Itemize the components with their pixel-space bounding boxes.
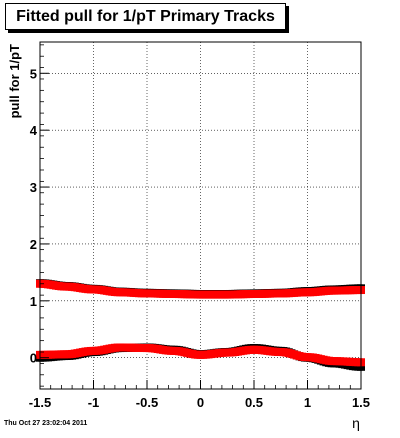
- chart-series: [36, 279, 365, 371]
- series-mean-red: [36, 343, 365, 367]
- x-tick-label: -1.5: [29, 395, 51, 410]
- y-tick-label: 1: [30, 294, 37, 309]
- y-tick-label: 2: [30, 237, 37, 252]
- y-tick-label: 0: [30, 351, 37, 366]
- x-tick-label: 0.5: [245, 395, 263, 410]
- x-tick-label: 0: [197, 395, 204, 410]
- x-axis-label: η: [352, 415, 360, 431]
- chart-grid: [40, 42, 361, 389]
- x-tick-label: 1.5: [352, 395, 370, 410]
- y-tick-label: 5: [30, 66, 37, 81]
- x-tick-label: -0.5: [136, 395, 158, 410]
- y-tick-label: 3: [30, 180, 37, 195]
- timestamp: Thu Oct 27 23:02:04 2011: [4, 420, 88, 427]
- y-tick-label: 4: [30, 123, 38, 138]
- chart-tick-labels: -1.5 -1 -0.5 0 0.5 1 1.5 0 1 2 3 4 5: [29, 66, 370, 410]
- chart-title: Fitted pull for 1/pT Primary Tracks: [5, 3, 286, 30]
- x-tick-label: -1: [88, 395, 100, 410]
- x-tick-label: 1: [304, 395, 311, 410]
- y-axis-label: pull for 1/pT: [7, 44, 22, 118]
- chart-ticks: [39, 44, 362, 389]
